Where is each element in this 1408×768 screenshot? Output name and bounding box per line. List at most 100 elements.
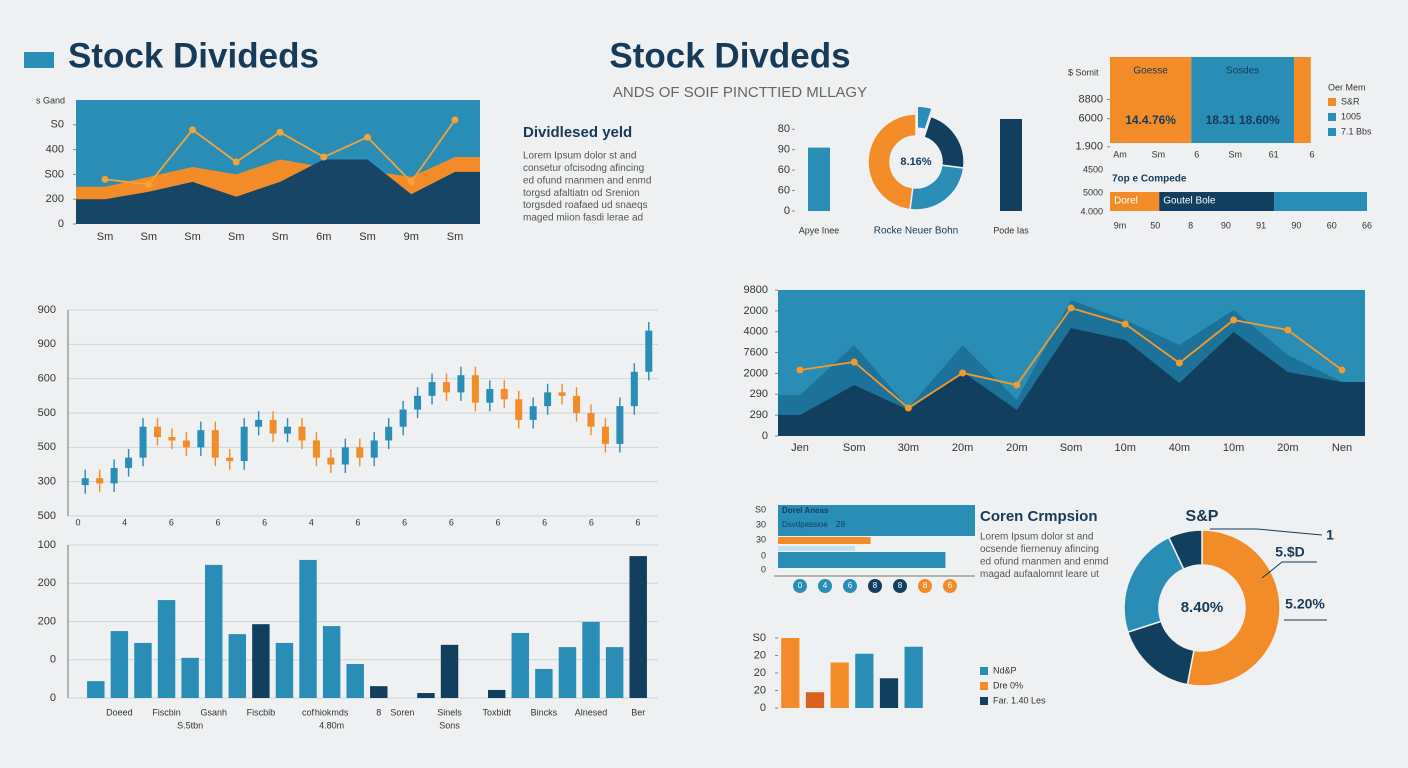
block-line: ed ofund rnanmen and enmd <box>980 556 1108 567</box>
bar <box>778 537 871 544</box>
candle-body <box>486 388 494 403</box>
y-tick-label: 2000 <box>744 367 768 379</box>
block-line: torgsded roafaed ud snaeqs <box>523 200 648 211</box>
candle-body <box>284 426 292 434</box>
bar <box>778 546 855 551</box>
bar-segment <box>1191 57 1294 143</box>
candle-body <box>616 406 624 444</box>
line-marker <box>1121 320 1129 328</box>
legend-swatch <box>1328 113 1336 121</box>
x-tick-label: 6 <box>169 517 174 527</box>
bar <box>134 642 152 698</box>
block-line: Lorem Ipsum dolor st and <box>523 151 636 162</box>
x-tick-label: 6 <box>449 517 454 527</box>
candle-body <box>442 382 450 393</box>
y-tick-label: 60 <box>778 164 790 176</box>
bar <box>805 692 825 708</box>
x-tick-label: Apye Inee <box>799 225 840 235</box>
candle-body <box>471 375 479 403</box>
y-tick-label: 500 <box>38 510 56 522</box>
line-marker <box>320 153 328 161</box>
x-tick-label: Doeed <box>106 707 133 717</box>
x-tick-label: 66 <box>1362 220 1372 230</box>
y-tick-label: 200 <box>38 577 56 589</box>
bar <box>417 693 435 698</box>
candle-body <box>226 457 234 462</box>
line-marker <box>101 175 109 183</box>
bar <box>778 552 946 568</box>
x-tick-label: hiokmds <box>315 707 349 717</box>
bar-segment <box>1110 192 1160 211</box>
y-tick-label: 20 <box>754 684 766 696</box>
legend-label: S&R <box>1341 96 1360 106</box>
candle-body <box>110 467 118 484</box>
x-tick-label: 50 <box>1150 220 1160 230</box>
bar-segment <box>1293 57 1311 143</box>
pie-slice <box>867 113 917 211</box>
block-line: ocsende fiernenuy afincing <box>980 544 1099 555</box>
legend-label: Dre 0% <box>993 680 1023 690</box>
leader-line <box>1261 561 1317 579</box>
x-tick-label: Nen <box>1332 442 1352 454</box>
candle-body <box>428 382 436 396</box>
dot-label: 4 <box>823 581 828 590</box>
y-axis-label: s Gand <box>36 95 65 105</box>
block-line: Lorem Ipsum dolor st and <box>980 532 1093 543</box>
candle-body <box>168 437 176 441</box>
bar-segment <box>1110 57 1192 143</box>
block-line: ed ofund rnanmen and enmd <box>523 175 651 186</box>
x-tick-label: 10m <box>1114 442 1135 454</box>
x-tick-label: Som <box>1060 442 1083 454</box>
y-tick-label: S0 <box>753 632 766 644</box>
candle-body <box>81 478 89 486</box>
x-tick-label: Sinels <box>437 707 462 717</box>
bar <box>629 556 647 698</box>
x-tick-label: Fiscbin <box>152 707 181 717</box>
legend-swatch <box>980 667 988 675</box>
candle-body <box>96 478 104 484</box>
block-title: Coren Crmpsion <box>980 508 1098 525</box>
dot <box>868 579 882 593</box>
x-tick-sublabel: 4.80m <box>319 720 344 730</box>
x-tick-label: 61 <box>1269 149 1279 159</box>
candle-body <box>125 457 133 468</box>
x-tick-label: Sm <box>447 231 464 243</box>
x-tick-label: Sm <box>141 231 158 243</box>
legend-swatch <box>1328 128 1336 136</box>
candle-body <box>298 426 306 441</box>
y-tick-label: 80 <box>778 123 790 135</box>
subtitle: ANDS OF SOIF PINCTTIED MLLAGY <box>613 84 867 101</box>
legend-label: 7.1 Bbs <box>1341 126 1372 136</box>
bar <box>808 147 830 211</box>
block-line: maged miion fasdi lerae ad <box>523 213 643 224</box>
y-tick-label: 30 <box>756 519 766 529</box>
segment-label: Goesse <box>1133 66 1168 77</box>
bar <box>370 686 388 698</box>
candle-body <box>544 392 552 407</box>
y-tick-label: 20 <box>754 649 766 661</box>
x-tick-label: 6 <box>355 517 360 527</box>
y-tick-label: 4.000 <box>1080 206 1103 216</box>
chart-title: 7op e Compede <box>1112 174 1187 185</box>
bar <box>535 668 553 698</box>
y-tick-label: 0 <box>784 205 790 217</box>
y-tick-label: 30 <box>756 534 766 544</box>
x-tick-label: 6 <box>215 517 220 527</box>
block-line: consetur ofcisodng afincing <box>523 163 644 174</box>
candle-body <box>240 426 248 462</box>
legend-label: 1005 <box>1341 111 1361 121</box>
y-tick-label: 1.900 <box>1075 141 1103 153</box>
y-tick-label: S0 <box>51 119 64 131</box>
y-tick-label: 7600 <box>744 346 768 358</box>
candle-body <box>414 395 422 410</box>
bar <box>228 634 247 698</box>
x-tick-label: Alnesed <box>575 707 608 717</box>
x-tick-label: 20m <box>1277 442 1298 454</box>
x-tick-label: 6 <box>495 517 500 527</box>
pie-center-label: 8.40% <box>1181 599 1224 616</box>
x-tick-label: Jen <box>791 442 809 454</box>
line-marker <box>1175 359 1183 367</box>
y-tick-label: 100 <box>38 539 56 551</box>
y-tick-label: S0 <box>755 504 766 514</box>
